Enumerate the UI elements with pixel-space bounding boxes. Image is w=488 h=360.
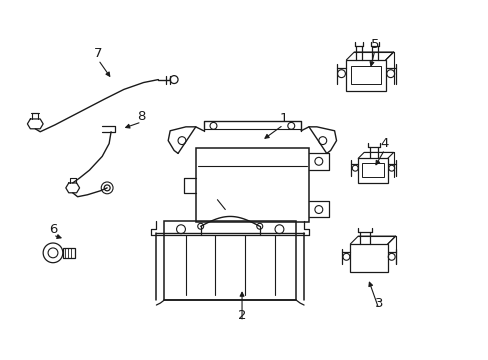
Text: 7: 7 [94,48,102,60]
Bar [63,248,75,258]
Text: 8: 8 [137,109,145,122]
Bar [362,163,383,177]
Text: 1: 1 [279,112,287,125]
Bar [164,221,296,300]
Bar [349,244,387,271]
Bar [350,66,380,84]
Text: 6: 6 [49,223,57,236]
Text: 2: 2 [237,309,246,322]
Text: 3: 3 [374,297,383,310]
Text: 4: 4 [380,137,388,150]
Bar [195,148,308,222]
Bar [358,158,387,183]
Text: 5: 5 [370,38,378,51]
Bar [346,60,385,91]
